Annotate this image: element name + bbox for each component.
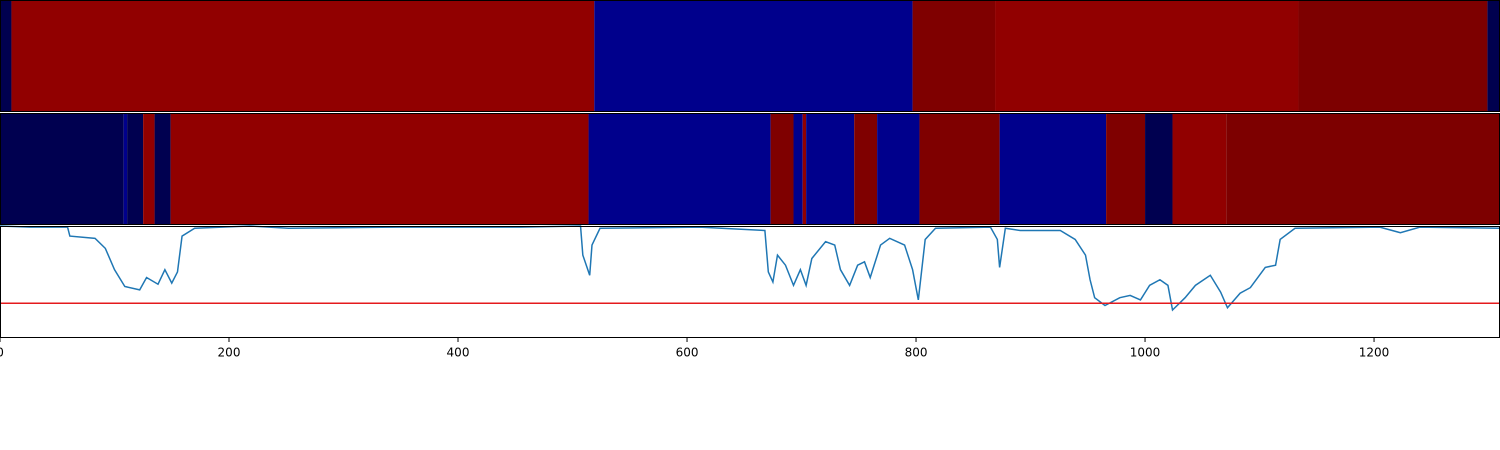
segment (854, 113, 878, 225)
segment (806, 113, 855, 225)
x-tick-label: 0 (0, 346, 4, 360)
x-tick-label: 1000 (1130, 346, 1161, 360)
x-tick-label: 800 (905, 346, 928, 360)
segment (0, 113, 124, 225)
segment (143, 113, 155, 225)
x-tick-label: 400 (447, 346, 470, 360)
x-tick-label: 200 (218, 346, 241, 360)
segment (995, 0, 1299, 112)
segment (11, 0, 595, 112)
segment (594, 0, 913, 112)
segment (1106, 113, 1146, 225)
segment (912, 0, 996, 112)
x-tick-label: 600 (676, 346, 699, 360)
segment (770, 113, 794, 225)
segment (1298, 0, 1488, 112)
segment (999, 113, 1107, 225)
segment (919, 113, 1000, 225)
segment (123, 113, 128, 225)
x-tick-label: 1200 (1359, 346, 1390, 360)
segment (1487, 0, 1500, 112)
segment (588, 113, 771, 225)
segment (802, 113, 807, 225)
line (0, 225, 1500, 312)
segment (793, 113, 803, 225)
panel-frame (0, 226, 1500, 338)
segment (127, 113, 144, 225)
segment (877, 113, 920, 225)
segment (1145, 113, 1173, 225)
segment (154, 113, 171, 225)
segment (1172, 113, 1227, 225)
segment (0, 0, 12, 112)
segment (1226, 113, 1500, 225)
segment (170, 113, 589, 225)
